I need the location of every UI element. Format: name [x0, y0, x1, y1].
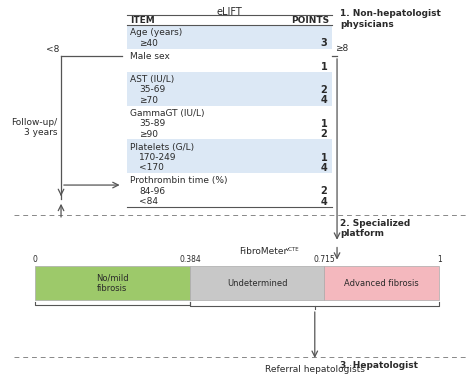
- Text: 35-69: 35-69: [139, 85, 165, 94]
- Text: GammaGT (IU/L): GammaGT (IU/L): [130, 109, 205, 118]
- Text: 2. Specialized
platform: 2. Specialized platform: [340, 219, 410, 238]
- Bar: [128, 72, 332, 105]
- Text: Referral hepatologists: Referral hepatologists: [265, 365, 365, 374]
- Text: Platelets (G/L): Platelets (G/L): [130, 142, 194, 152]
- Text: 2: 2: [320, 129, 327, 139]
- Text: FibroMeter: FibroMeter: [239, 247, 288, 256]
- Text: Prothrombin time (%): Prothrombin time (%): [130, 176, 228, 185]
- Text: <170: <170: [139, 163, 164, 172]
- Text: 1: 1: [320, 119, 327, 129]
- Text: 0.715: 0.715: [313, 256, 335, 264]
- Bar: [35, 266, 190, 300]
- Text: eLIFT: eLIFT: [217, 7, 243, 17]
- Text: 1: 1: [320, 62, 327, 72]
- Text: 35-89: 35-89: [139, 119, 165, 128]
- Text: 3. Hepatologist: 3. Hepatologist: [340, 361, 418, 370]
- Text: 0: 0: [32, 256, 37, 264]
- Text: Advanced fibrosis: Advanced fibrosis: [345, 279, 419, 288]
- Text: Undetermined: Undetermined: [227, 279, 287, 288]
- Text: vCTE: vCTE: [286, 247, 300, 252]
- Text: ≥70: ≥70: [139, 96, 158, 105]
- Text: No/mild
fibrosis: No/mild fibrosis: [96, 274, 129, 293]
- Bar: [128, 139, 332, 173]
- Text: 2: 2: [320, 186, 327, 196]
- Text: ≥8: ≥8: [335, 44, 348, 53]
- Bar: [128, 25, 332, 49]
- Text: ≥90: ≥90: [139, 130, 158, 139]
- Text: Age (years): Age (years): [130, 28, 182, 37]
- Text: 4: 4: [320, 163, 327, 173]
- Text: 1. Non-hepatologist
physicians: 1. Non-hepatologist physicians: [340, 9, 441, 29]
- Bar: [190, 266, 324, 300]
- Text: ITEM: ITEM: [130, 16, 155, 25]
- Text: 0.384: 0.384: [179, 256, 201, 264]
- Text: 84-96: 84-96: [139, 187, 165, 196]
- Text: 1: 1: [320, 152, 327, 162]
- Text: 3: 3: [320, 38, 327, 49]
- Text: ≥40: ≥40: [139, 39, 158, 48]
- Text: 1: 1: [437, 256, 442, 264]
- Text: 4: 4: [320, 197, 327, 207]
- Text: Follow-up/
3 years: Follow-up/ 3 years: [11, 118, 57, 137]
- Text: <8: <8: [46, 45, 59, 54]
- Text: <84: <84: [139, 197, 158, 206]
- Text: 170-249: 170-249: [139, 153, 176, 162]
- Text: POINTS: POINTS: [291, 16, 329, 25]
- Text: 2: 2: [320, 85, 327, 95]
- Bar: [324, 266, 439, 300]
- Text: AST (IU/L): AST (IU/L): [130, 75, 174, 84]
- Text: 4: 4: [320, 95, 327, 105]
- Text: Male sex: Male sex: [130, 52, 170, 61]
